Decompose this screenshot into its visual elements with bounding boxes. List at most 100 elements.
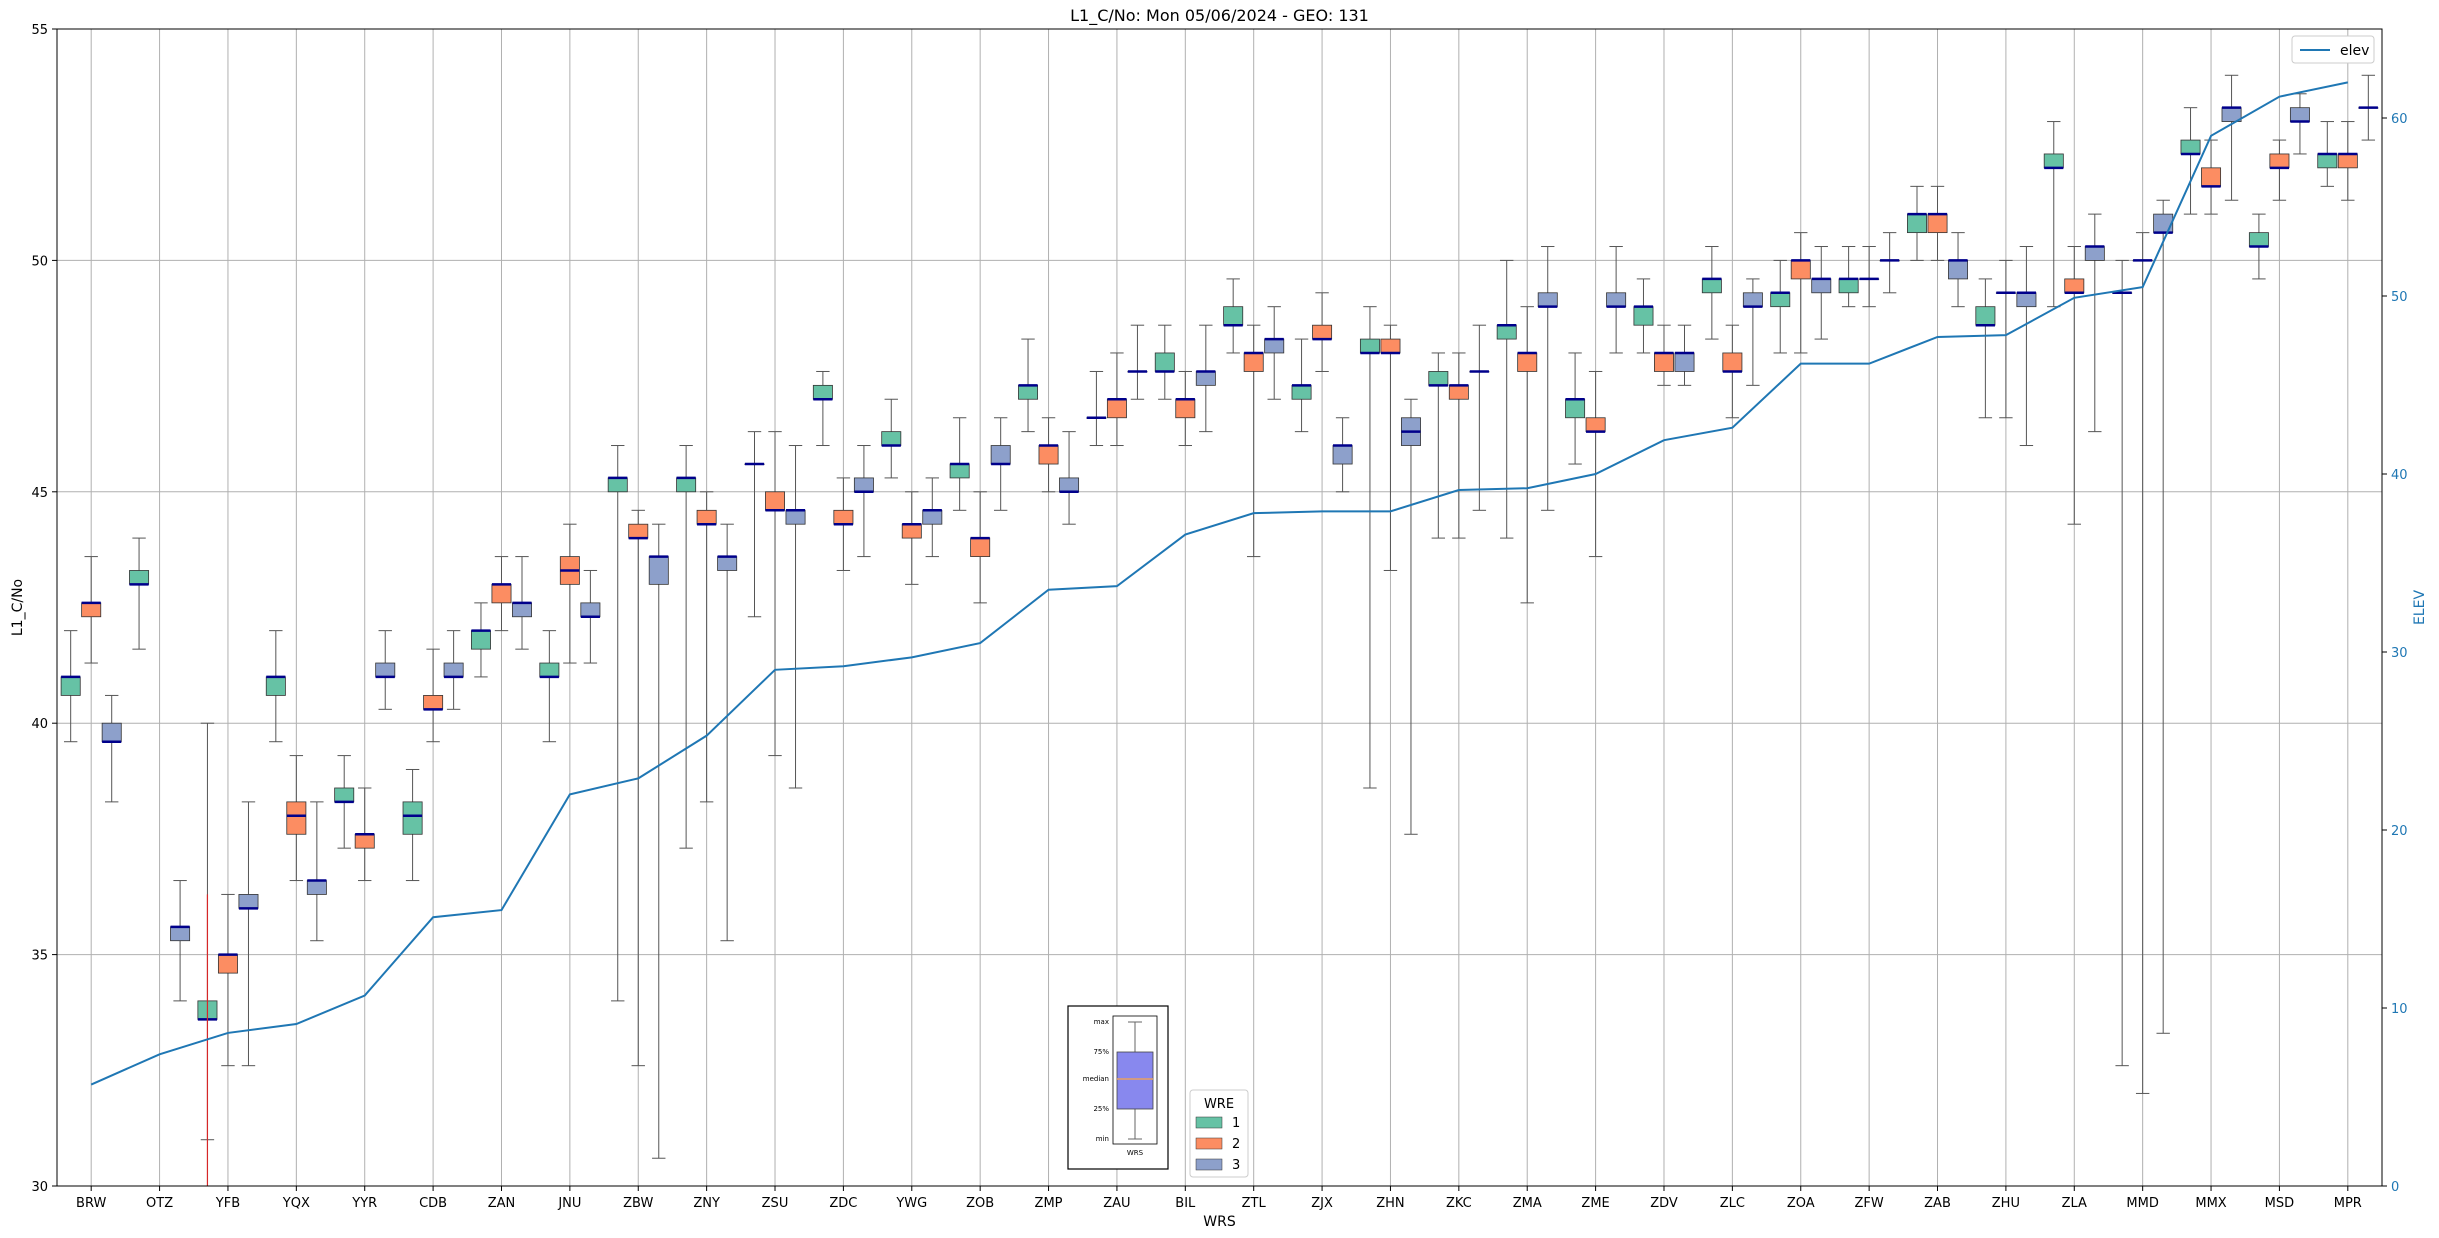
- key-label-0: max: [1094, 1018, 1109, 1026]
- box-ZBW-wre3: [648, 523, 669, 1159]
- box-ZKC-wre3: [1469, 324, 1490, 511]
- box-body: [306, 880, 327, 895]
- box-ZOA-wre1: [1770, 259, 1791, 354]
- box-body: [129, 570, 150, 585]
- box-ZLA-wre3: [2084, 213, 2105, 433]
- box-body: [1537, 292, 1558, 308]
- box-body: [217, 954, 238, 974]
- box-body: [1106, 398, 1127, 419]
- wre-legend-swatch-1: [1195, 1116, 1223, 1129]
- y2-tick-label: 30: [2391, 646, 2408, 661]
- x-tick-label: ZKC: [1446, 1196, 1472, 1211]
- box-ZOB-wre3: [990, 417, 1011, 511]
- y2-tick-label: 10: [2391, 1002, 2408, 1017]
- box-MMD-wre1: [2112, 259, 2133, 1067]
- x-tick-label: ZDV: [1650, 1196, 1678, 1211]
- wre-legend-swatch-3: [1195, 1158, 1223, 1171]
- box-ZLC-wre1: [1701, 246, 1722, 340]
- box-ZHU-wre3: [2016, 246, 2037, 447]
- x-tick-label: ZHN: [1376, 1196, 1404, 1211]
- box-CDB-wre3: [443, 630, 464, 710]
- box-body: [1195, 371, 1216, 386]
- box-MMD-wre3: [2153, 199, 2174, 1034]
- box-ZAN-wre1: [470, 602, 491, 678]
- plot-frame: [56, 28, 2383, 1187]
- x-tick-label: ZBW: [623, 1196, 653, 1211]
- box-body: [60, 676, 81, 696]
- box-body: [1907, 213, 1927, 234]
- box-MPR-wre3: [2358, 74, 2379, 141]
- box-body: [853, 477, 874, 493]
- wre-legend-label-2: 2: [1232, 1137, 1240, 1152]
- box-ZDC-wre3: [853, 445, 874, 558]
- box-body: [354, 833, 375, 849]
- box-CDB-wre2: [423, 648, 444, 743]
- box-body: [1018, 384, 1039, 400]
- x-tick-label: BRW: [76, 1196, 106, 1211]
- box-body: [1448, 384, 1469, 400]
- box-ZNY-wre1: [676, 445, 697, 849]
- box-body: [2016, 292, 2037, 308]
- box-BRW-wre1: [60, 630, 81, 743]
- box-body: [1927, 213, 1948, 234]
- box-ZAB-wre2: [1927, 185, 1948, 261]
- box-ZOA-wre2: [1790, 232, 1811, 354]
- box-body: [470, 630, 491, 650]
- wre-legend-label-3: 3: [1232, 1158, 1240, 1173]
- box-plot-boxes: [60, 74, 2379, 1186]
- x-tick-label: ZTL: [1242, 1196, 1267, 1211]
- box-ZMA-wre2: [1517, 306, 1538, 604]
- box-body: [170, 926, 191, 942]
- box-body: [765, 491, 785, 511]
- box-body: [491, 583, 512, 604]
- box-body: [1291, 384, 1312, 400]
- box-ZTL-wre3: [1264, 306, 1285, 400]
- box-body: [1223, 306, 1244, 326]
- box-body: [812, 384, 833, 400]
- box-body: [1496, 324, 1517, 340]
- x-tick-label: ZAB: [1924, 1196, 1951, 1211]
- right-y-axis: 0 10 20 30 40 50 60: [2382, 112, 2408, 1195]
- y2-tick-label: 40: [2391, 468, 2408, 483]
- key-box: [1116, 1051, 1154, 1110]
- box-body: [2248, 232, 2269, 247]
- box-ZDV-wre3: [1674, 324, 1695, 386]
- box-ZDV-wre2: [1654, 324, 1674, 386]
- box-ZNY-wre2: [696, 491, 717, 803]
- box-ZMP-wre3: [1059, 431, 1080, 525]
- box-body: [1243, 352, 1264, 372]
- box-ZME-wre2: [1585, 370, 1606, 558]
- box-MSD-wre1: [2248, 213, 2269, 280]
- box-body: [970, 537, 991, 557]
- box-body: [286, 801, 307, 835]
- key-label-1: 75%: [1093, 1048, 1109, 1056]
- box-YQX-wre1: [265, 630, 286, 743]
- key-label-2: median: [1083, 1075, 1109, 1083]
- box-body: [1701, 278, 1722, 294]
- box-body: [1654, 352, 1674, 372]
- box-YYR-wre3: [375, 630, 396, 710]
- box-ZLC-wre3: [1742, 278, 1763, 386]
- box-body: [1948, 259, 1969, 280]
- box-YWG-wre2: [901, 491, 922, 585]
- box-YWG-wre3: [922, 477, 943, 558]
- wre-legend: WRE 1 2 3: [1189, 1089, 1249, 1178]
- box-body: [2180, 139, 2201, 155]
- x-tick-label: ZHU: [1992, 1196, 2020, 1211]
- box-body: [2201, 167, 2222, 187]
- box-ZAU-wre2: [1106, 352, 1127, 447]
- box-body: [1565, 398, 1586, 419]
- y2-tick-label: 0: [2391, 1180, 2399, 1195]
- box-body: [628, 523, 649, 539]
- y-axis-label: L1_C/No: [10, 579, 26, 636]
- x-tick-label: ZMA: [1513, 1196, 1542, 1211]
- box-ZNY-wre3: [717, 523, 738, 942]
- box-body: [990, 445, 1011, 465]
- box-body: [101, 722, 122, 743]
- x-tick-label: ZNY: [693, 1196, 720, 1211]
- y2-tick-label: 60: [2391, 112, 2408, 127]
- y-tick-label: 35: [31, 949, 48, 964]
- box-body: [696, 509, 717, 525]
- box-BIL-wre1: [1154, 324, 1175, 400]
- x-tick-label: BIL: [1175, 1196, 1196, 1211]
